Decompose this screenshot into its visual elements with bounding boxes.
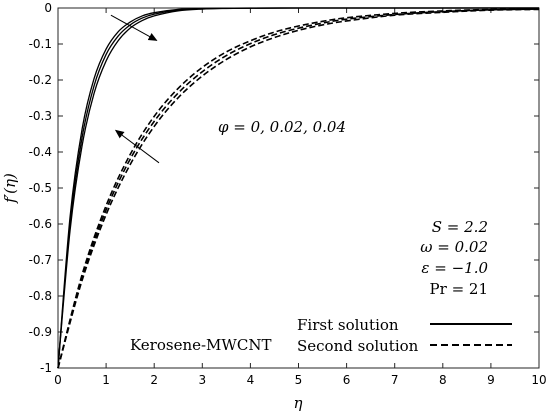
y-tick-label: -0.2 [29, 73, 52, 87]
annotation-arrow [110, 14, 158, 41]
x-tick-label: 3 [198, 373, 206, 387]
curves [57, 7, 540, 369]
x-tick-label: 6 [343, 373, 351, 387]
plot-area [57, 7, 540, 369]
legend: First solution Second solution [297, 316, 512, 355]
second-solution-curve [57, 8, 540, 369]
y-axis-label: f′(η) [1, 173, 19, 204]
x-tick-label: 5 [295, 373, 303, 387]
x-tick-label: 0 [54, 373, 62, 387]
x-tick-label: 4 [247, 373, 255, 387]
second-solution-curve [57, 7, 540, 369]
fluid-annotation: Kerosene-MWCNT [130, 336, 271, 354]
param-omega: ω = 0.02 [420, 238, 488, 256]
first-solution-curve [57, 7, 539, 369]
y-tick-label: -0.1 [29, 37, 52, 51]
y-tick-label: -0.3 [29, 109, 52, 123]
x-tick-label: 7 [391, 373, 399, 387]
second-solution-curve [57, 8, 540, 369]
y-tick-label: -0.7 [29, 253, 52, 267]
x-tick-label: 1 [102, 373, 110, 387]
x-tick-label: 9 [487, 373, 495, 387]
phi-annotation: φ = 0, 0.02, 0.04 [218, 118, 346, 136]
legend-label-first: First solution [297, 316, 399, 334]
x-tick-label: 2 [150, 373, 158, 387]
y-tick-label: 0 [44, 1, 52, 15]
param-pr: Pr = 21 [430, 280, 488, 298]
y-tick-label: -0.5 [29, 181, 52, 195]
param-epsilon: ε = −1.0 [421, 259, 488, 277]
x-tick-label: 10 [531, 373, 546, 387]
annotation-arrows [110, 14, 160, 164]
y-tick-label: -0.9 [29, 325, 52, 339]
x-tick-label: 8 [439, 373, 447, 387]
parameter-block: S = 2.2 ω = 0.02 ε = −1.0 Pr = 21 [420, 218, 488, 298]
x-axis-label: η [294, 394, 303, 412]
y-tick-label: -0.8 [29, 289, 52, 303]
y-tick-label: -0.6 [29, 217, 52, 231]
axis-ticks: 0 1 2 3 4 5 6 7 8 9 10 0 -0.1 -0.2 -0.3 -0.4 -0.5 -0.6 -0.… [29, 1, 547, 387]
y-tick-label: -0.4 [29, 145, 52, 159]
annotation-arrow [114, 129, 160, 164]
param-s: S = 2.2 [432, 218, 488, 236]
y-tick-label: -1 [40, 361, 52, 375]
legend-label-second: Second solution [297, 337, 419, 355]
